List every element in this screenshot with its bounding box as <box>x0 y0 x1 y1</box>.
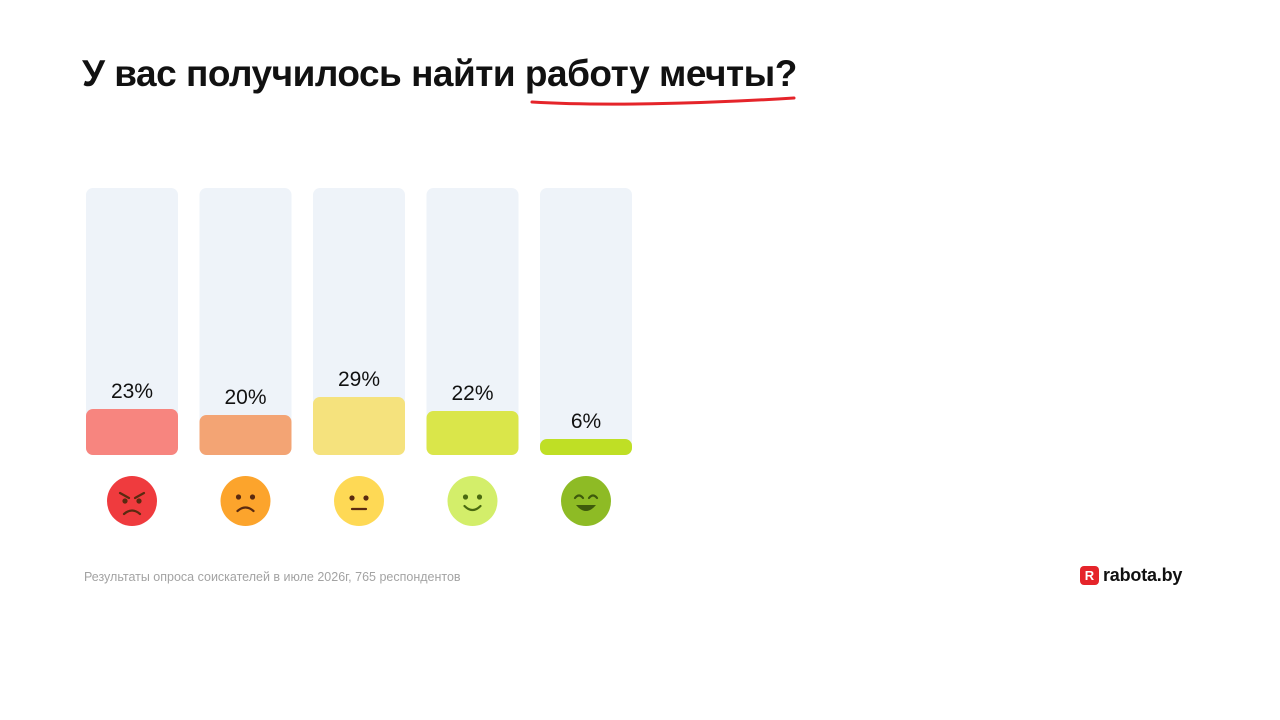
neutral-face-icon <box>334 476 384 526</box>
value-label: 22% <box>451 382 493 405</box>
bar-track <box>86 188 178 455</box>
bar <box>426 411 519 455</box>
title-underline <box>530 96 796 106</box>
bar-track <box>199 188 292 455</box>
value-label: 6% <box>571 410 601 433</box>
bar <box>313 397 405 455</box>
bar-track <box>540 188 632 455</box>
value-label: 20% <box>224 386 266 409</box>
grinning-face-icon <box>561 476 611 526</box>
logo-mark: R <box>1080 565 1099 585</box>
logo-text: rabota.by <box>1103 564 1183 585</box>
value-label: 23% <box>111 380 153 403</box>
sad-face-icon <box>220 476 271 526</box>
bar-track <box>426 188 519 455</box>
bar <box>199 415 292 455</box>
footnote: Результаты опроса соискателей в июле 202… <box>84 570 461 584</box>
bar <box>86 409 178 455</box>
bar-track <box>313 188 405 455</box>
smiling-face-icon <box>447 476 498 526</box>
angry-face-icon <box>107 476 157 526</box>
bar <box>540 439 632 455</box>
value-label: 29% <box>338 368 380 391</box>
chart-title: У вас получилось найти работу мечты? <box>82 53 797 94</box>
rabota-logo: R rabota.by <box>1080 564 1182 586</box>
